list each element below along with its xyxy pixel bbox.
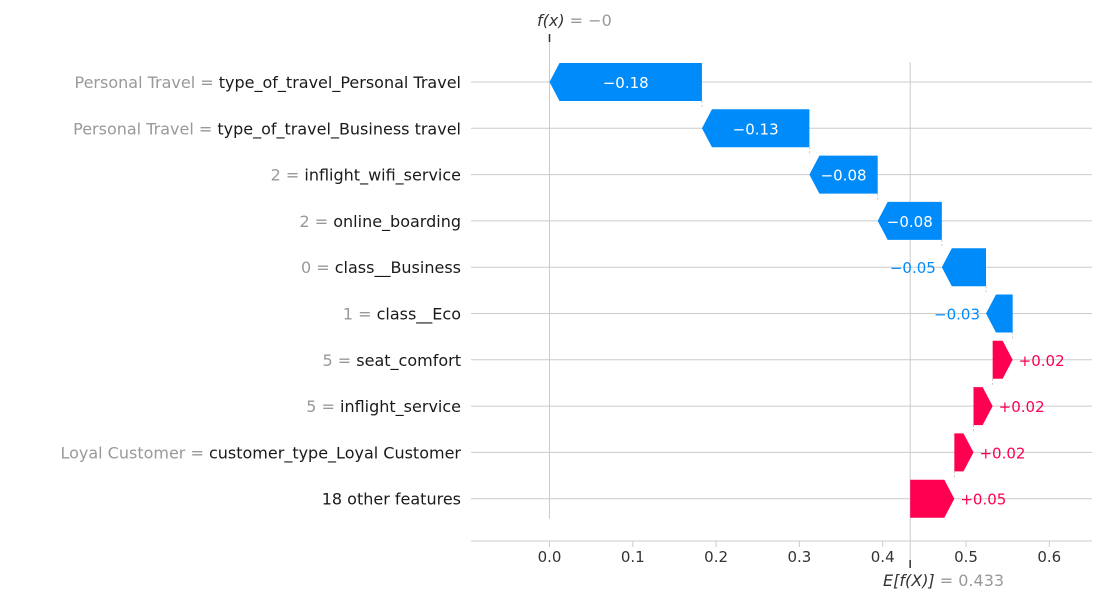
feature-label: 5 = inflight_service [306,397,461,417]
feature-label: 18 other features [322,490,461,509]
contribution-label: +0.02 [1019,352,1065,370]
feature-value: 2 = [271,166,305,185]
feature-label-layer: Personal Travel = type_of_travel_Persona… [60,73,461,509]
positive-contribution-bar [954,433,974,472]
feature-value: 2 = [299,212,333,231]
contribution-label: +0.02 [999,398,1045,416]
feature-name: online_boarding [333,212,461,232]
x-tick-label: 0.6 [1037,548,1061,566]
negative-contribution-bar [877,201,942,240]
feature-name: inflight_service [340,397,461,417]
efx-label: E[f(X)] = 0.433 [883,571,1004,590]
feature-label: Personal Travel = type_of_travel_Persona… [75,73,462,93]
contribution-label: −0.08 [821,167,867,185]
negative-contribution-bar [941,248,986,287]
feature-value: 5 = [306,397,340,416]
x-tick-label: 0.2 [704,548,728,566]
feature-label: 2 = online_boarding [299,212,461,232]
feature-value: 0 = [301,258,335,277]
feature-value: Personal Travel = [75,73,219,92]
feature-label: Loyal Customer = customer_type_Loyal Cus… [60,443,461,463]
x-tick-label: 0.1 [621,548,645,566]
feature-label: 2 = inflight_wifi_service [271,166,461,186]
feature-name: inflight_wifi_service [304,166,461,186]
negative-contribution-bar [701,109,810,148]
feature-name: class__Eco [377,305,461,325]
feature-name: customer_type_Loyal Customer [209,443,461,463]
feature-name: class__Business [335,258,461,278]
feature-label: 1 = class__Eco [343,305,461,325]
feature-name: seat_comfort [356,351,461,371]
feature-label: 5 = seat_comfort [323,351,461,371]
feature-label: Personal Travel = type_of_travel_Busines… [73,119,461,139]
feature-value: 5 = [323,351,357,370]
x-tick-label: 0.0 [538,548,562,566]
x-tick-label: 0.4 [871,548,895,566]
contribution-label: −0.08 [887,213,933,231]
contribution-label: −0.05 [890,259,936,277]
feature-label: 0 = class__Business [301,258,461,278]
positive-contribution-bar [910,479,955,518]
feature-value: Loyal Customer = [60,443,209,462]
feature-value: Personal Travel = [73,119,217,138]
contribution-label: +0.05 [960,491,1006,509]
feature-name: 18 other features [322,490,461,509]
fx-label: f(x) = −0 [537,11,612,30]
feature-name: type_of_travel_Business travel [217,119,461,139]
negative-contribution-bar [549,63,702,101]
x-axis: 0.0 0.1 0.2 0.3 0.4 0.5 0.6 [471,540,1092,566]
contribution-label: −0.03 [934,306,980,324]
feature-value: 1 = [343,305,377,324]
positive-contribution-bar [992,340,1013,379]
contribution-label: −0.13 [733,120,779,138]
contribution-label: −0.18 [603,74,649,92]
x-tick-label: 0.3 [787,548,811,566]
x-tick-label: 0.5 [954,548,978,566]
bar-layer: −0.18 −0.13 −0.08 −0.08 −0.05 −0.03 +0.02 +0.02… [549,63,1065,518]
contribution-label: +0.02 [979,444,1025,462]
negative-contribution-bar [809,155,878,194]
negative-contribution-bar [985,294,1013,333]
positive-contribution-bar [973,387,993,426]
feature-name: type_of_travel_Personal Travel [219,73,461,93]
